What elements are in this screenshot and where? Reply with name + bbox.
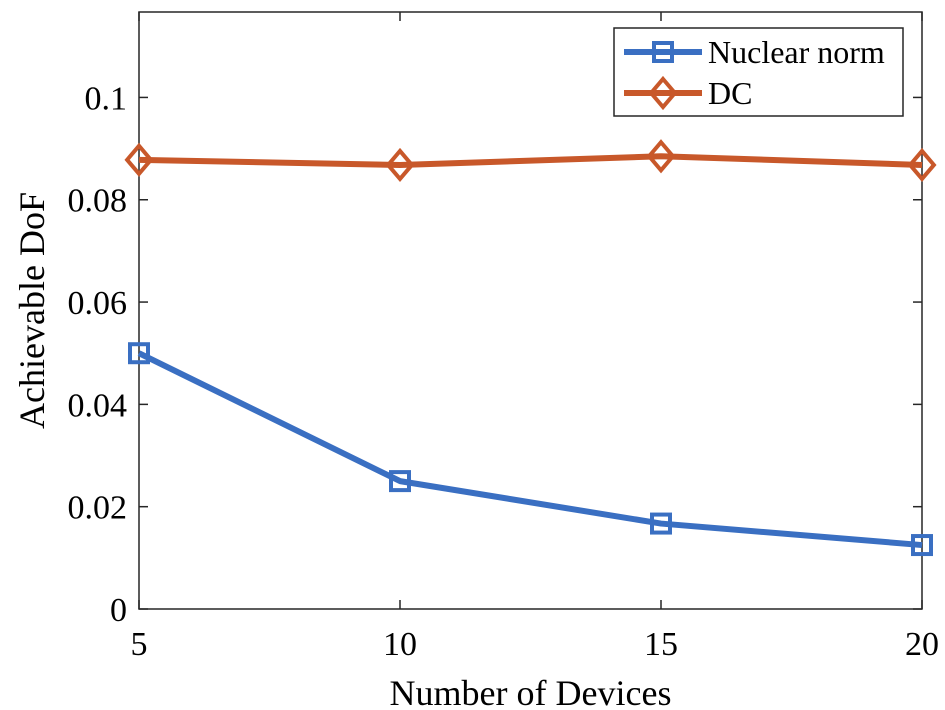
series-line	[138, 153, 923, 168]
y-tick-label: 0.02	[68, 490, 128, 527]
y-axis: 0 0.02 0.04 0.06 0.08 0.1	[68, 80, 922, 629]
x-tick-label: 5	[131, 626, 148, 663]
series-line	[137, 350, 923, 549]
x-axis: 5 10 15 20	[131, 12, 939, 663]
data-point	[907, 147, 937, 183]
legend-marker	[652, 41, 674, 63]
legend-item: Nuclear norm	[624, 34, 885, 70]
series-1	[124, 139, 937, 183]
data-point	[128, 342, 150, 365]
data-point	[389, 470, 411, 493]
series-0	[128, 342, 933, 557]
legend-item: DC	[624, 75, 752, 111]
plot-frame	[138, 11, 923, 610]
data-point	[124, 142, 154, 177]
y-tick-label: 0.06	[68, 285, 128, 322]
y-axis-title: Achievable DoF	[12, 192, 52, 429]
data-point	[911, 534, 933, 557]
x-tick-label: 10	[383, 626, 417, 663]
y-tick-label: 0.1	[85, 80, 128, 117]
y-tick-label: 0	[110, 592, 127, 629]
data-point	[646, 139, 676, 174]
series-layer	[124, 139, 937, 557]
legend-marker	[648, 75, 678, 111]
legend-label: DC	[708, 75, 752, 111]
data-point	[650, 512, 672, 535]
x-tick-label: 20	[905, 626, 939, 663]
y-tick-label: 0.04	[68, 387, 128, 424]
x-axis-title: Number of Devices	[390, 673, 672, 710]
legend-label: Nuclear norm	[708, 34, 885, 70]
x-tick-label: 15	[644, 626, 678, 663]
y-tick-label: 0.08	[68, 183, 128, 220]
legend: Nuclear norm DC	[613, 27, 904, 117]
data-point	[385, 147, 415, 183]
